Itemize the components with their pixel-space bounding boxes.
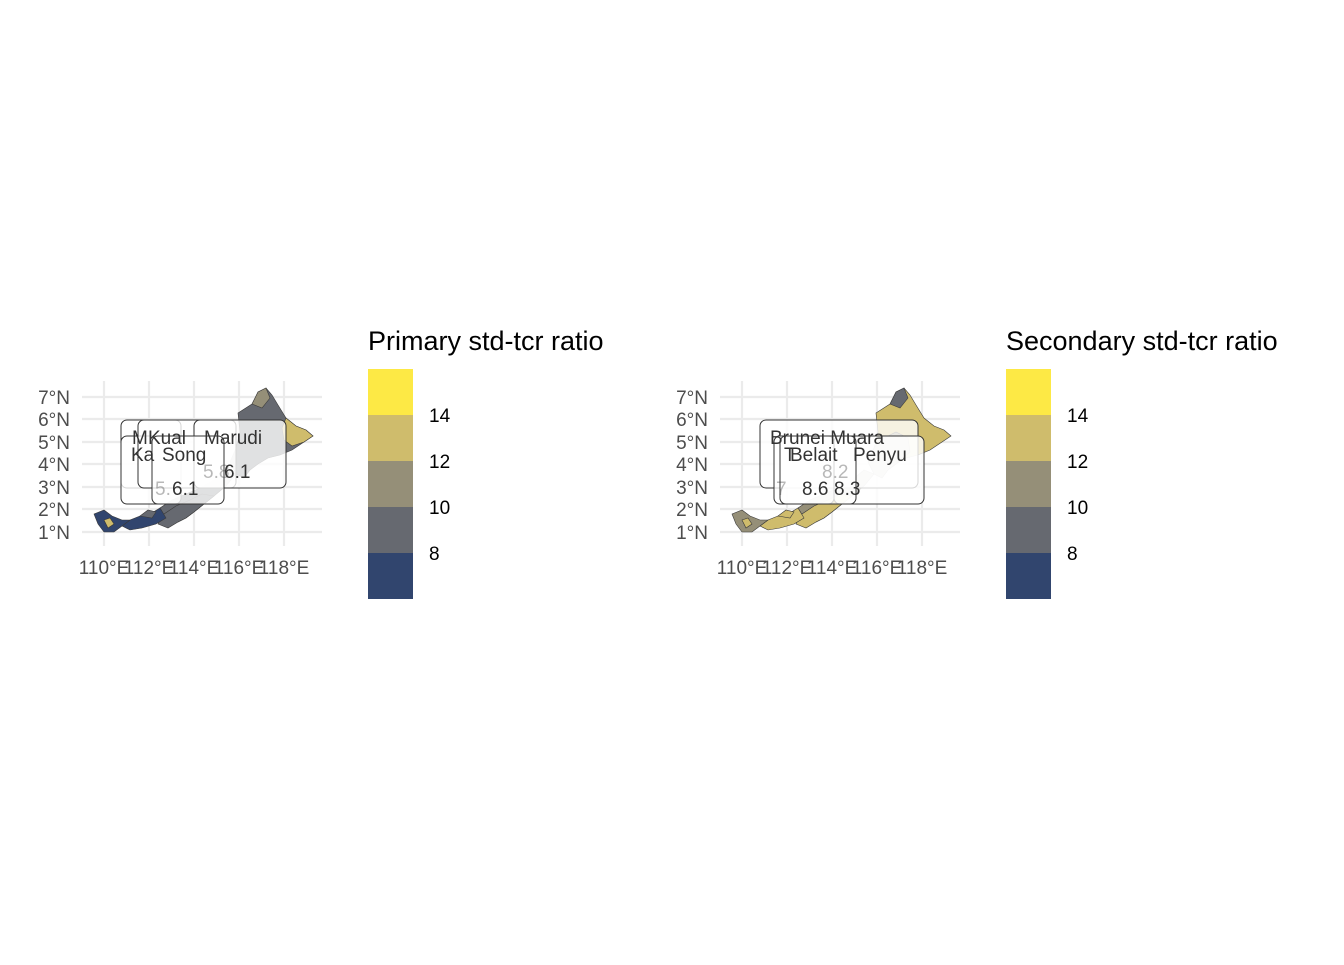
primary-legend-title: Primary std-tcr ratio: [368, 326, 604, 356]
y-tick-label: 1°N: [676, 523, 708, 544]
region-sabah-north[interactable]: [889, 387, 909, 409]
x-tick-label: 118°E: [259, 558, 310, 579]
secondary-legend-title: Secondary std-tcr ratio: [1006, 326, 1278, 356]
legend-tick-label: 14: [1067, 406, 1089, 427]
region-sabah-north[interactable]: [251, 387, 271, 409]
y-tick-label: 2°N: [676, 500, 708, 521]
label-name-song: Song: [162, 445, 206, 466]
y-tick-label: 4°N: [676, 455, 708, 476]
region-kuching[interactable]: [741, 517, 753, 529]
region-sarawak-central[interactable]: [121, 507, 167, 531]
legend-swatch-12-14: [368, 415, 413, 461]
label-box-song: [151, 435, 225, 505]
y-tick-label: 3°N: [676, 478, 708, 499]
y-tick-label: 1°N: [38, 523, 70, 544]
label-name-m: M: [132, 428, 148, 449]
legend-tick-label: 10: [429, 498, 450, 519]
legend-swatch-gt14: [368, 369, 413, 415]
legend-tick-label: 8: [1067, 544, 1078, 565]
primary-y-axis: 7°N 6°N 5°N 4°N 3°N 2°N 1°N: [38, 388, 70, 544]
x-tick-label: 110°E: [79, 558, 130, 579]
label-box-belait: [779, 435, 857, 505]
x-tick-label: 112°E: [762, 558, 813, 579]
x-tick-label: 114°E: [169, 558, 220, 579]
label-name-penyu: Penyu: [853, 445, 907, 466]
secondary-label-texts: Brunei Muara 8.2 T 7 Penyu 8.3 Belait 8.…: [770, 428, 907, 500]
region-sibu[interactable]: [139, 509, 157, 519]
legend-tick-label: 14: [429, 406, 451, 427]
label-name-marudi: Marudi: [204, 428, 262, 449]
y-tick-label: 4°N: [38, 455, 70, 476]
primary-label-texts: M Ka 5. Kual 5.8 Marudi 6.1 Song 6.1: [131, 428, 262, 500]
secondary-legend: Secondary std-tcr ratio 14 12 10 8: [1006, 326, 1278, 599]
primary-label-boxes: [120, 419, 287, 505]
x-tick-label: 110°E: [717, 558, 768, 579]
secondary-y-axis: 7°N 6°N 5°N 4°N 3°N 2°N 1°N: [676, 388, 708, 544]
legend-swatch-lt8: [368, 553, 413, 599]
legend-swatch-8-10: [368, 507, 413, 553]
legend-swatch-10-12: [368, 461, 413, 507]
primary-x-axis: 110°E 112°E 114°E 116°E 118°E: [79, 558, 310, 579]
x-tick-label: 112°E: [124, 558, 175, 579]
label-name-belait: Belait: [790, 445, 838, 466]
legend-tick-label: 12: [429, 452, 450, 473]
label-value-song: 6.1: [172, 479, 198, 500]
legend-swatch-lt8: [1006, 553, 1051, 599]
label-value-penyu: 8.3: [834, 479, 860, 500]
legend-swatch-12-14: [1006, 415, 1051, 461]
primary-map-panel: M Ka 5. Kual 5.8 Marudi 6.1 Song 6.1 7°N…: [38, 326, 604, 599]
y-tick-label: 6°N: [676, 410, 708, 431]
legend-tick-label: 12: [1067, 452, 1088, 473]
legend-tick-label: 10: [1067, 498, 1088, 519]
label-value-belait: 8.6: [802, 479, 828, 500]
label-value-kual: 5.8: [203, 462, 229, 483]
label-name-t: T: [784, 445, 796, 466]
label-value-t: 7: [776, 479, 787, 500]
region-mukah[interactable]: [777, 509, 795, 519]
legend-swatch-8-10: [1006, 507, 1051, 553]
secondary-x-axis: 110°E 112°E 114°E 116°E 118°E: [717, 558, 948, 579]
y-tick-label: 6°N: [38, 410, 70, 431]
x-tick-label: 116°E: [852, 558, 903, 579]
secondary-label-boxes: [759, 419, 925, 505]
y-tick-label: 3°N: [38, 478, 70, 499]
y-tick-label: 5°N: [38, 433, 70, 454]
legend-swatch-10-12: [1006, 461, 1051, 507]
label-name-brunei-muara: Brunei Muara: [770, 428, 884, 449]
label-value-marudi: 6.1: [224, 462, 250, 483]
primary-legend: Primary std-tcr ratio 14 12 10 8: [368, 326, 604, 599]
label-name-kual: Kual: [148, 428, 186, 449]
legend-tick-label: 8: [429, 544, 440, 565]
x-tick-label: 116°E: [214, 558, 265, 579]
label-value-brunei-muara: 8.2: [822, 462, 848, 483]
y-tick-label: 7°N: [38, 388, 70, 409]
y-tick-label: 2°N: [38, 500, 70, 521]
label-name-ka: Ka: [131, 445, 155, 466]
y-tick-label: 5°N: [676, 433, 708, 454]
x-tick-label: 114°E: [807, 558, 858, 579]
region-sarawak-central[interactable]: [759, 507, 805, 531]
region-kuching[interactable]: [103, 517, 115, 529]
label-value-ka: 5.: [155, 479, 171, 500]
y-tick-label: 7°N: [676, 388, 708, 409]
secondary-map-panel: Brunei Muara 8.2 T 7 Penyu 8.3 Belait 8.…: [676, 326, 1278, 599]
legend-swatch-gt14: [1006, 369, 1051, 415]
x-tick-label: 118°E: [897, 558, 948, 579]
